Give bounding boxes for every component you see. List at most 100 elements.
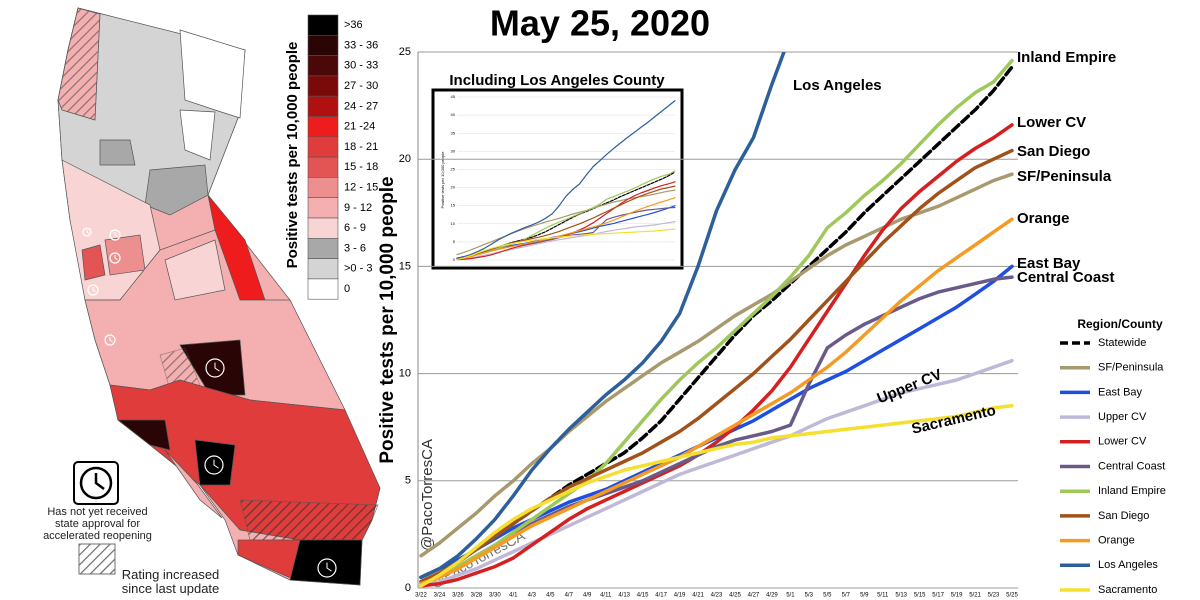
clock-hands [92, 287, 96, 293]
x-tick-label: 4/11 [600, 593, 612, 599]
legend-label: San Diego [1098, 510, 1149, 522]
hatch-key [78, 543, 116, 575]
x-tick-label: 5/7 [842, 593, 851, 599]
map-legend-label: >36 [344, 19, 363, 31]
county-mid [164, 449, 223, 519]
x-tick-label: 5/17 [932, 593, 944, 599]
clock-hands [213, 459, 219, 469]
map-legend-swatch [307, 116, 339, 138]
series-line [419, 264, 1014, 580]
clock-hands [114, 232, 118, 238]
county-fresno [179, 339, 246, 396]
x-tick-label: 4/9 [583, 593, 592, 599]
clock-icon [82, 227, 92, 237]
map-legend-label: 18 - 21 [344, 141, 378, 153]
x-tick-label: 4/7 [565, 593, 574, 599]
x-tick-label: 4/23 [711, 593, 723, 599]
legend-title: Region/County [1077, 317, 1163, 331]
map-legend-label: 30 - 33 [344, 60, 378, 72]
series-line [419, 58, 1014, 584]
x-tick-label: 5/5 [823, 593, 832, 599]
x-tick-label: 4/27 [748, 593, 760, 599]
county-fresno-hatch [159, 347, 201, 391]
county-hatch [57, 7, 101, 121]
legend-label: Upper CV [1098, 411, 1147, 423]
inset-y-tick-label: 10 [451, 221, 456, 226]
inset-plot [456, 100, 676, 261]
x-tick-label: 4/17 [655, 593, 667, 599]
series-line [419, 358, 1014, 588]
series-line [419, 148, 1014, 584]
clock-note: Has not yet received state approval for … [43, 506, 152, 542]
county-bay [81, 244, 106, 281]
y-tick-label: 0 [405, 582, 411, 594]
inset-y-tick-label: 5 [453, 239, 456, 244]
legend-label: Sacramento [1098, 584, 1157, 596]
map-legend-label: 15 - 18 [344, 161, 378, 173]
x-tick-label: 4/25 [729, 593, 741, 599]
map-legend-label: 0 [344, 283, 350, 295]
map-legend-swatch [307, 136, 339, 158]
map-legend-label: 21 -24 [344, 121, 375, 133]
series-line [419, 404, 1014, 588]
map-legend-swatch [307, 95, 339, 117]
map-legend-label: >0 - 3 [344, 263, 372, 275]
inset-y-tick-label: 0 [453, 257, 456, 262]
x-tick-label: 4/19 [674, 593, 686, 599]
map-legend-swatch [307, 55, 339, 77]
clock-hands [109, 337, 113, 343]
series-annotation: Lower CV [1017, 114, 1086, 131]
map-legend-label: 27 - 30 [344, 80, 378, 92]
clock-icon [109, 229, 121, 241]
map-legend-label: 3 - 6 [344, 242, 366, 254]
x-tick-label: 3/22 [415, 593, 427, 599]
series-line [456, 197, 676, 260]
county-imperial [289, 539, 363, 586]
series-annotation: SF/Peninsula [1017, 168, 1112, 185]
county-la [194, 439, 236, 486]
x-tick-label: 3/24 [434, 593, 446, 599]
map-legend-swatch [307, 177, 339, 198]
series-line [419, 52, 786, 580]
series-line [456, 221, 676, 261]
map-legend-label: 9 - 12 [344, 202, 372, 214]
series-annotation: Sacramento [910, 402, 997, 438]
series-annotation: Inland Empire [1017, 49, 1116, 66]
inset-y-tick-label: 40 [451, 112, 456, 117]
clock-hands [326, 562, 332, 572]
county-san-diego [237, 539, 301, 581]
hatch-note: Rating increased since last update [121, 567, 220, 596]
x-tick-label: 4/29 [766, 593, 778, 599]
clock-icon [104, 334, 116, 346]
series-line [419, 217, 1014, 586]
california-map [57, 7, 381, 586]
map-legend-swatch [307, 34, 339, 56]
county-central [164, 239, 226, 301]
y-tick-label: 5 [405, 475, 411, 487]
x-tick-label: 5/9 [860, 593, 869, 599]
legend-label: SF/Peninsula [1098, 362, 1164, 374]
series-annotation: East Bay [1017, 255, 1081, 272]
map-legend-swatch [307, 238, 339, 259]
clock-icon [87, 284, 99, 296]
clock-hands [86, 229, 90, 234]
x-tick-label: 4/15 [637, 593, 649, 599]
clock-key-hands [94, 473, 105, 490]
clock-icon [109, 252, 121, 264]
inset-title: Including Los Angeles County [449, 72, 665, 89]
inset-frame [431, 88, 684, 270]
map-legend: >36 33 - 36 30 - 33 27 - 30 24 - 27 21 -24 18 … [307, 14, 378, 300]
clock-icon [205, 358, 225, 378]
y-tick-label: 15 [399, 260, 411, 272]
chart-title: May 25, 2020 [490, 3, 710, 44]
map-legend-label: 12 - 15 [344, 181, 378, 193]
map-legend-swatch [307, 278, 339, 300]
map-clocks [82, 227, 337, 578]
map-legend-label: 6 - 9 [344, 222, 366, 234]
series-annotation: San Diego [1017, 143, 1090, 160]
y-tick-label: 10 [399, 368, 411, 380]
x-tick-label: 5/23 [988, 593, 1000, 599]
x-tick-label: 3/28 [471, 593, 483, 599]
